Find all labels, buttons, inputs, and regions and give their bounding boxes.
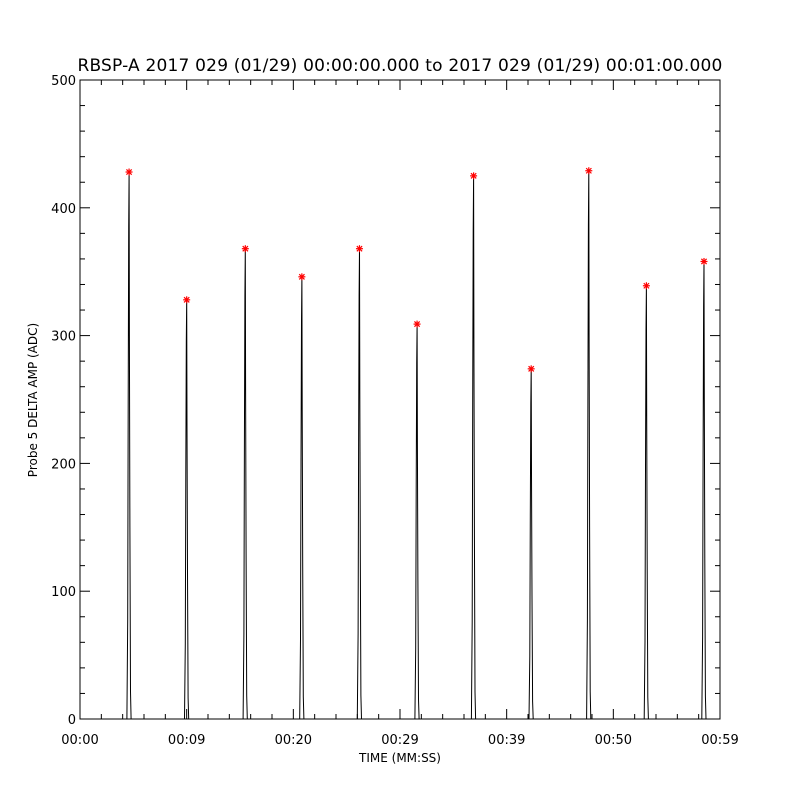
peak-marker	[700, 257, 708, 265]
peak-marker	[125, 168, 133, 176]
spike-trace	[528, 368, 534, 720]
tick-labels: 0 100 200 300 400 500 00:00 00:09 00:20 00:29 00:3…	[51, 74, 739, 748]
data-series	[126, 170, 707, 720]
x-tick-label: 00:29	[381, 733, 418, 748]
peak-marker	[298, 273, 306, 281]
peak-marker	[527, 365, 535, 373]
peak-marker-stroke	[356, 245, 363, 252]
y-tick-label: 0	[68, 713, 76, 728]
y-axis-label: Probe 5 DELTA AMP (ADC)	[26, 323, 40, 477]
peak-marker-stroke	[528, 365, 535, 372]
spike-trace	[242, 248, 248, 720]
peak-marker	[413, 320, 421, 328]
spike-trace	[586, 170, 592, 720]
peak-marker-stroke	[585, 167, 592, 174]
peak-marker-stroke	[470, 172, 477, 179]
y-tick-label: 500	[51, 74, 76, 89]
spike-trace	[470, 175, 477, 720]
y-tick-label: 200	[51, 457, 76, 472]
peak-marker	[470, 172, 478, 180]
y-tick-label: 400	[51, 202, 76, 217]
axis-ticks	[79, 79, 721, 720]
x-tick-label: 00:00	[61, 733, 98, 748]
peak-marker-stroke	[643, 282, 650, 289]
peak-marker-stroke	[700, 258, 708, 265]
spike-trace	[126, 171, 132, 720]
y-tick-label: 100	[51, 585, 76, 600]
y-tick-label: 300	[51, 330, 76, 345]
peak-marker	[355, 245, 363, 253]
x-tick-label: 00:09	[168, 733, 205, 748]
spike-trace	[299, 276, 305, 720]
peak-marker-stroke	[183, 296, 190, 303]
spike-trace	[356, 248, 362, 720]
peak-markers	[125, 167, 708, 373]
x-tick-label: 00:50	[595, 733, 632, 748]
chart-title: RBSP-A 2017 029 (01/29) 00:00:00.000 to …	[77, 56, 722, 76]
peak-marker	[241, 245, 249, 253]
peak-marker-stroke	[298, 273, 305, 280]
x-axis-label: TIME (MM:SS)	[358, 751, 441, 765]
peak-marker	[585, 167, 593, 175]
spike-trace	[643, 285, 649, 720]
peak-marker	[183, 296, 191, 304]
peak-marker	[642, 282, 650, 290]
spike-trace	[701, 261, 707, 720]
x-tick-label: 00:20	[275, 733, 312, 748]
spike-trace	[184, 299, 190, 720]
plot-frame	[79, 79, 721, 720]
peak-marker-stroke	[414, 321, 421, 328]
peak-marker-stroke	[126, 168, 133, 176]
spike-trace	[414, 324, 420, 720]
x-tick-label: 00:39	[488, 733, 525, 748]
x-tick-label: 00:59	[701, 733, 738, 748]
peak-marker-stroke	[242, 245, 249, 252]
